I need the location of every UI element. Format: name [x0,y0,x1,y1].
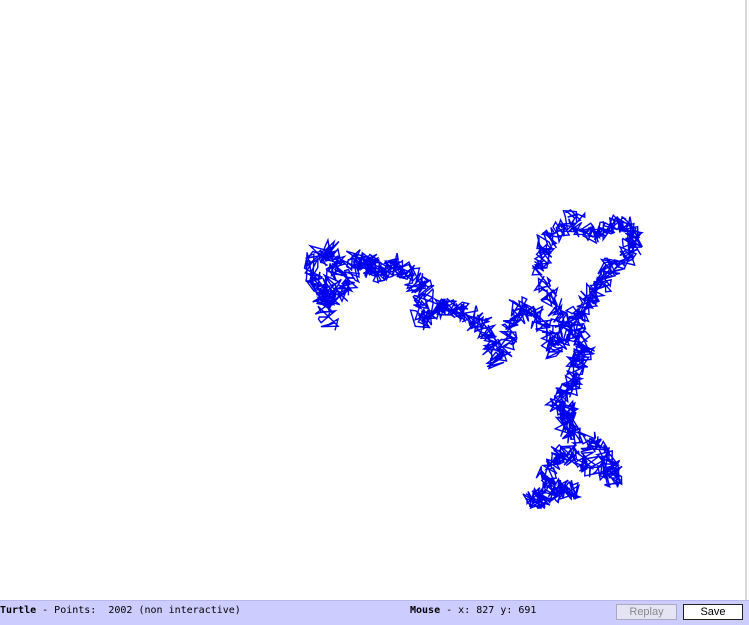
status-points-text: - Points: 2002 (non interactive) [36,605,241,616]
turtle-path [303,209,644,510]
status-bar: Turtle - Points: 2002 (non interactive) … [0,600,749,625]
status-mouse-readout: Mouse - x: 827 y: 691 [410,605,536,617]
turtle-drawing [303,209,644,510]
mouse-coordinates: - x: 827 y: 691 [440,605,537,616]
save-button[interactable]: Save [683,604,743,620]
replay-button[interactable]: Replay [616,604,677,620]
drawing-canvas[interactable] [0,0,747,600]
status-points-readout: Turtle - Points: 2002 (non interactive) [0,605,241,617]
mouse-label: Mouse [410,605,441,616]
status-title: Turtle [0,605,37,616]
